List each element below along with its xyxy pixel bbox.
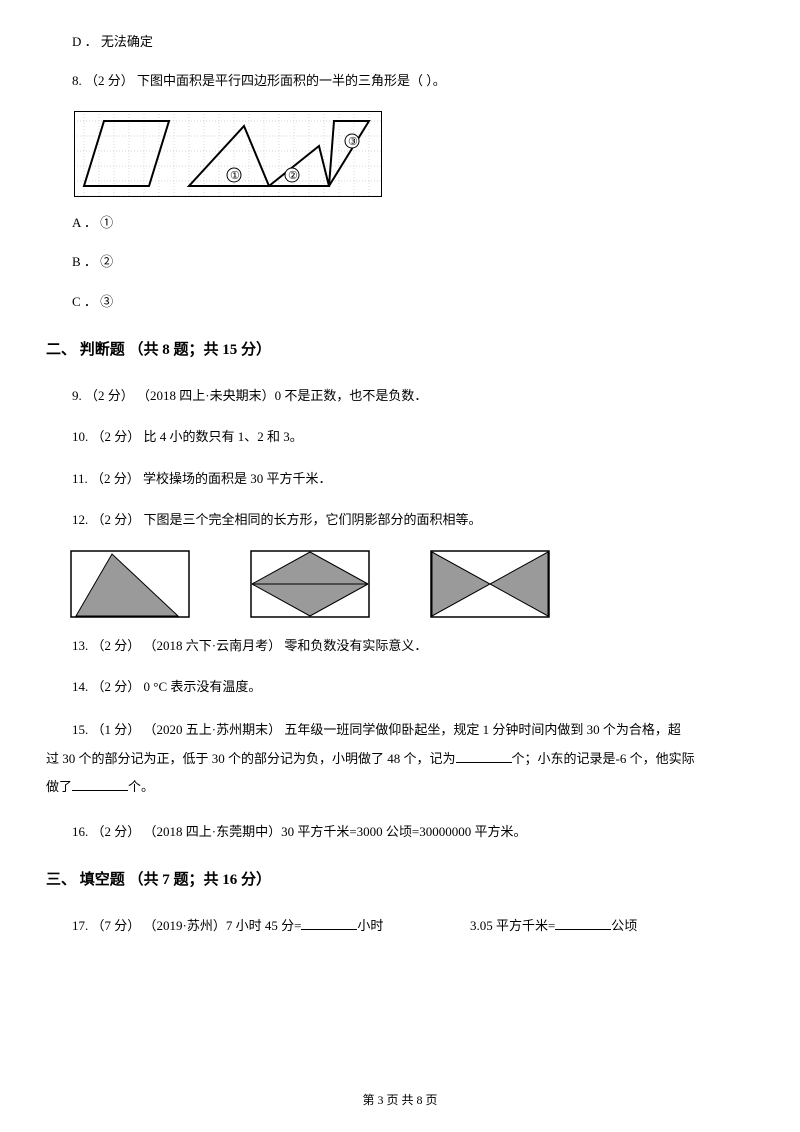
q17-part-c: 3.05 平方千米= [470, 918, 555, 933]
q12-panel-2 [250, 550, 370, 618]
q8-option-c: C ． ③ [46, 290, 754, 313]
q15-blank-2[interactable] [72, 777, 128, 791]
q15-line2a: 过 30 个的部分记为正，低于 30 个的部分记为负，小明做了 48 个，记为 [46, 751, 456, 766]
q8-option-a: A ． ① [46, 211, 754, 234]
q15-line3b: 个。 [128, 779, 154, 794]
question-10: 10. （2 分） 比 4 小的数只有 1、2 和 3。 [46, 425, 754, 448]
question-8: 8. （2 分） 下图中面积是平行四边形面积的一半的三角形是（ ）。 [46, 69, 754, 92]
section-2-header: 二、 判断题 （共 8 题；共 15 分） [46, 337, 754, 364]
q17-blank-1[interactable] [301, 916, 357, 930]
question-15: 15. （1 分） （2020 五上·苏州期末） 五年级一班同学做仰卧起坐，规定… [46, 716, 754, 802]
question-14: 14. （2 分） 0 °C 表示没有温度。 [46, 675, 754, 698]
question-13: 13. （2 分） （2018 六下·云南月考） 零和负数没有实际意义． [46, 634, 754, 657]
q12-figure [70, 550, 754, 618]
question-16: 16. （2 分） （2018 四上·东莞期中）30 平方千米=3000 公顷=… [46, 820, 754, 843]
question-9: 9. （2 分） （2018 四上·未央期末）0 不是正数，也不是负数． [46, 384, 754, 407]
q17-part-b: 小时 [357, 918, 383, 933]
q12-panel-3 [430, 550, 550, 618]
option-d: D ． 无法确定 [46, 30, 754, 53]
svg-text:①: ① [230, 170, 240, 182]
svg-text:②: ② [288, 170, 298, 182]
question-11: 11. （2 分） 学校操场的面积是 30 平方千米． [46, 467, 754, 490]
q15-line3a: 做了 [46, 779, 72, 794]
q8-option-b: B ． ② [46, 250, 754, 273]
q15-blank-1[interactable] [456, 749, 512, 763]
question-17: 17. （7 分） （2019·苏州）7 小时 45 分= 小时 3.05 平方千… [46, 914, 754, 937]
q15-line2b: 个；小东的记录是-6 个，他实际 [512, 751, 695, 766]
q17-part-d: 公顷 [611, 918, 637, 933]
section-3-header: 三、 填空题 （共 7 题；共 16 分） [46, 867, 754, 894]
q17-blank-2[interactable] [555, 916, 611, 930]
q17-part-a: 17. （7 分） （2019·苏州）7 小时 45 分= [72, 918, 301, 933]
svg-text:③: ③ [348, 136, 358, 148]
question-12: 12. （2 分） 下图是三个完全相同的长方形，它们阴影部分的面积相等。 [46, 508, 754, 531]
q8-figure: ① ② ③ [74, 111, 382, 197]
q12-panel-1 [70, 550, 190, 618]
page-footer: 第 3 页 共 8 页 [0, 1090, 800, 1112]
q15-line1: 15. （1 分） （2020 五上·苏州期末） 五年级一班同学做仰卧起坐，规定… [72, 722, 681, 737]
